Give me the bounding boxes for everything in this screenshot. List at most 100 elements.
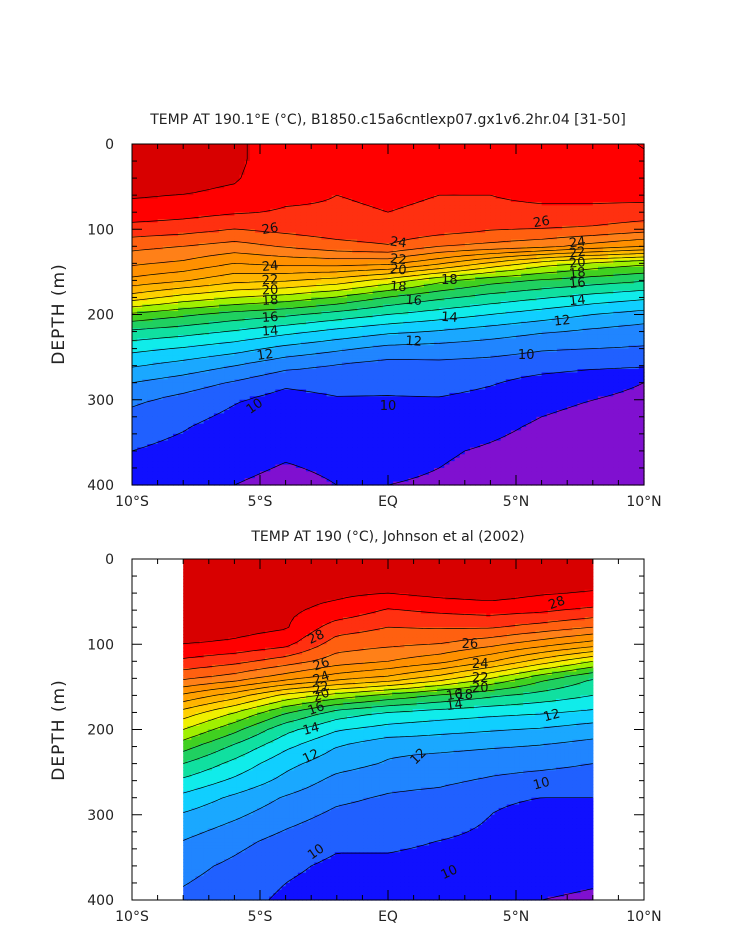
- field-cell: [382, 229, 389, 234]
- field-cell: [265, 287, 271, 292]
- field-cell: [336, 144, 343, 149]
- field-cell: [198, 150, 205, 155]
- field-cell: [260, 276, 266, 281]
- field-cell: [372, 276, 379, 281]
- field-cell: [633, 212, 640, 217]
- field-cell: [439, 198, 445, 203]
- field-cell: [628, 188, 635, 193]
- field-cell: [219, 222, 225, 227]
- field-cell: [505, 157, 512, 162]
- field-cell: [459, 184, 466, 189]
- field-cell: [152, 304, 159, 309]
- field-cell: [382, 150, 389, 155]
- field-cell: [352, 225, 358, 230]
- field-cell: [316, 304, 323, 309]
- field-cell: [638, 266, 645, 271]
- field-cell: [244, 232, 251, 237]
- field-cell: [311, 239, 317, 244]
- field-cell: [244, 157, 251, 162]
- field-cell: [469, 219, 476, 224]
- field-cell: [628, 191, 635, 196]
- field-cell: [623, 232, 630, 237]
- field-cell: [316, 283, 323, 288]
- field-cell: [362, 208, 369, 213]
- field-cell: [403, 225, 410, 230]
- field-cell: [449, 256, 456, 261]
- field-cell: [254, 191, 261, 196]
- field-cell: [382, 242, 389, 247]
- field-cell: [316, 307, 323, 312]
- field-cell: [556, 225, 563, 230]
- field-cell: [352, 232, 358, 237]
- field-cell: [475, 164, 481, 169]
- field-cell: [490, 174, 497, 179]
- field-cell: [306, 280, 312, 285]
- field-cell: [485, 178, 491, 183]
- field-cell: [638, 294, 645, 299]
- field-cell: [285, 167, 292, 172]
- field-cell: [562, 304, 568, 309]
- field-cell: [167, 201, 174, 206]
- field-cell: [469, 181, 476, 186]
- field-cell: [331, 263, 338, 268]
- field-cell: [352, 212, 358, 217]
- field-cell: [137, 161, 143, 166]
- field-cell: [628, 273, 635, 278]
- field-cell: [608, 167, 614, 172]
- field-cell: [459, 300, 466, 305]
- field-cell: [592, 191, 599, 196]
- field-cell: [336, 276, 343, 281]
- field-cell: [618, 150, 625, 155]
- field-cell: [582, 198, 589, 203]
- field-cell: [475, 263, 481, 268]
- field-cell: [464, 225, 471, 230]
- field-cell: [556, 157, 563, 162]
- field-cell: [480, 283, 486, 288]
- field-cell: [505, 161, 512, 166]
- field-cell: [331, 208, 338, 213]
- field-cell: [572, 249, 579, 254]
- field-cell: [628, 205, 635, 210]
- field-cell: [572, 205, 579, 210]
- field-cell: [326, 167, 333, 172]
- field-cell: [219, 270, 225, 275]
- field-cell: [475, 157, 481, 162]
- field-cell: [270, 225, 276, 230]
- field-cell: [203, 273, 210, 278]
- field-cell: [495, 311, 502, 316]
- field-cell: [464, 161, 471, 166]
- field-cell: [377, 208, 384, 213]
- field-cell: [608, 253, 614, 258]
- field-cell: [275, 304, 282, 309]
- field-cell: [198, 208, 205, 213]
- field-cell: [331, 294, 338, 299]
- field-cell: [372, 219, 379, 224]
- field-cell: [244, 178, 251, 183]
- field-cell: [290, 232, 297, 237]
- field-cell: [336, 161, 343, 166]
- field-cell: [516, 229, 522, 234]
- field-cell: [188, 300, 195, 305]
- field-cell: [208, 195, 215, 200]
- field-cell: [567, 276, 573, 281]
- field-cell: [428, 147, 435, 152]
- field-cell: [137, 164, 143, 169]
- field-cell: [244, 195, 251, 200]
- field-cell: [300, 232, 307, 237]
- field-cell: [254, 270, 261, 275]
- field-cell: [152, 167, 159, 172]
- field-cell: [239, 283, 246, 288]
- field-cell: [224, 171, 230, 176]
- field-cell: [198, 287, 205, 292]
- field-cell: [300, 249, 307, 254]
- field-cell: [469, 215, 476, 220]
- field-cell: [372, 188, 379, 193]
- field-cell: [295, 294, 302, 299]
- field-cell: [516, 144, 522, 149]
- field-cell: [592, 144, 599, 149]
- field-cell: [234, 181, 241, 186]
- field-cell: [597, 215, 604, 220]
- field-cell: [541, 283, 548, 288]
- field-cell: [224, 304, 230, 309]
- field-cell: [439, 294, 445, 299]
